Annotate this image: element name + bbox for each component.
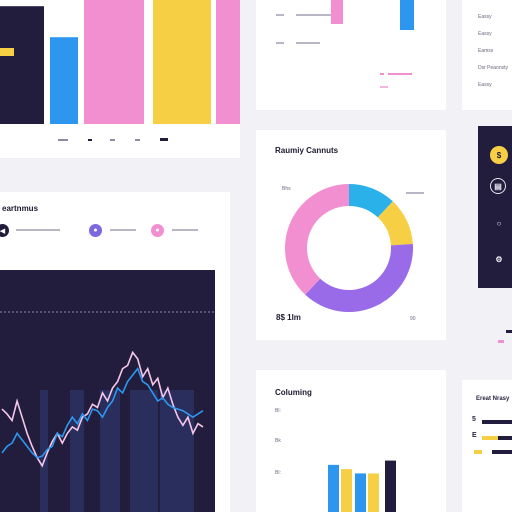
column-bar [328, 464, 339, 512]
columns-tick-b: Bk [275, 438, 281, 444]
gear-icon[interactable]: ⚙ [495, 254, 503, 264]
ring-slice [349, 184, 393, 218]
bar [0, 6, 44, 125]
ring-chart [285, 184, 413, 312]
bar [216, 0, 240, 124]
line-chart-panel [0, 270, 215, 512]
ring-value-right: 90 [410, 316, 416, 322]
metrics-title: eartnmus [2, 204, 39, 213]
side-progress-card: Ereat Nrasy 5 E [462, 380, 512, 512]
line-chart [0, 311, 215, 512]
right-dark-accent [506, 330, 512, 333]
coin-icon[interactable]: $ [490, 146, 508, 164]
ring-label-top: Bhs [282, 186, 291, 192]
column-chart [328, 460, 396, 512]
ring-slice [285, 184, 349, 295]
columns-title: Columing [275, 388, 312, 397]
ring-value-left: 8$ 1lm [276, 313, 301, 322]
side-keys-panel: $ ▤ ○ ⚙ [478, 126, 512, 288]
shade-column [130, 390, 158, 512]
shade-column [160, 390, 194, 512]
columns-tick-a: Bl: [275, 408, 281, 414]
column-bar [341, 469, 352, 512]
bar [84, 0, 144, 124]
bulb-icon[interactable]: ○ [496, 218, 502, 228]
side-progress-row-b: E [472, 432, 477, 439]
ring-chart-card: Raumiy Cannuts Bhs 8$ 1lm 90 [256, 130, 446, 340]
top-bar-chart [0, 0, 240, 125]
bar [153, 0, 211, 124]
series-line [1, 366, 204, 459]
shade-column [100, 390, 120, 512]
dot-icon[interactable]: ● [151, 224, 164, 237]
shade-column [70, 390, 84, 512]
side-list-item[interactable]: Eassy [478, 82, 492, 88]
column-bar [368, 473, 379, 512]
dot-icon[interactable]: ● [89, 224, 102, 237]
side-list-item[interactable]: Eassy [478, 31, 492, 37]
side-list-item[interactable]: Dsr Peaonsty [478, 65, 509, 71]
bar-chart-card [0, 0, 240, 158]
bar [50, 37, 78, 125]
side-list-item[interactable]: Eamss [478, 48, 494, 54]
side-list-item[interactable]: Eassy [478, 14, 492, 20]
left-arrow-icon[interactable]: ◀ [0, 224, 9, 237]
column-bar [385, 460, 396, 512]
metrics-card: eartnmus ◀ ● ● [0, 192, 230, 512]
ring-title: Raumiy Cannuts [275, 146, 339, 155]
ring-slice [377, 201, 413, 246]
clipboard-icon[interactable]: ▤ [490, 178, 506, 194]
top-strip-card [256, 0, 446, 110]
column-bar [355, 473, 366, 512]
series-line [1, 350, 204, 468]
column-chart-card: Columing Bl: Bk Bl: [256, 370, 446, 512]
ring-slice [305, 243, 413, 312]
side-list-card: Eassy Eassy Eamss Dsr Peaonsty Eassy [462, 0, 512, 110]
shade-column [40, 390, 48, 512]
bar-accent [0, 48, 14, 56]
right-pink-accent [498, 340, 504, 343]
side-progress-title: Ereat Nrasy [476, 396, 510, 402]
side-progress-row-a: 5 [472, 416, 476, 423]
columns-tick-c: Bl: [275, 470, 281, 476]
